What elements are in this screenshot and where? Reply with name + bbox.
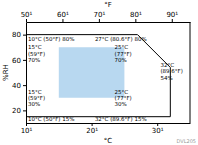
annotation: 15°C(59°F)30% xyxy=(28,89,45,108)
tick-mark xyxy=(172,19,173,22)
outer-polygon xyxy=(26,35,170,117)
tick-mark xyxy=(23,85,26,86)
tick: 70¹ xyxy=(94,11,106,22)
plot: 10¹ 20¹ 30¹ 20 40 60 80 50¹ 60¹ 70¹ 80¹ 90¹ °C °F %RH 1… xyxy=(2,1,191,145)
annotation-line: 32°C (89.6°F) 15% xyxy=(95,116,147,122)
annotation-line: (77°F) xyxy=(115,51,132,57)
annotation: 32°C(89.6°F)54% xyxy=(160,62,182,81)
tick-mark xyxy=(157,123,158,126)
tick: 20¹ xyxy=(86,123,98,135)
annotation-line: (77°F) xyxy=(115,95,132,101)
tick-label: 60 xyxy=(12,57,21,65)
tick-label: 90¹ xyxy=(166,11,178,19)
watermark: DVL205 xyxy=(176,138,196,144)
tick-mark xyxy=(23,110,26,111)
tick: 30¹ xyxy=(152,123,164,135)
axis-line xyxy=(27,123,191,124)
annotation-line: 10°C (50°F) 80% xyxy=(28,36,75,42)
annotation-line: 70% xyxy=(115,57,127,63)
tick: 60 xyxy=(12,57,26,65)
x-axis: 10¹ 20¹ 30¹ xyxy=(21,123,191,135)
annotation-line: (59°F) xyxy=(28,95,45,101)
annotation-line: 27°C (80.6°F) 80% xyxy=(95,36,147,42)
annotation-line: 30% xyxy=(115,101,127,107)
tick-mark xyxy=(135,19,136,22)
tick-label: 40 xyxy=(12,82,21,90)
tick-label: 60¹ xyxy=(57,11,69,19)
tick: 20 xyxy=(12,107,26,115)
tick: 50¹ xyxy=(21,11,33,22)
tick-mark xyxy=(23,60,26,61)
axis-line xyxy=(27,22,191,23)
tick-mark xyxy=(26,19,27,22)
annotation: 25°C(77°F)30% xyxy=(115,89,132,108)
tick-mark xyxy=(62,19,63,22)
annotation: 25°C(77°F)70% xyxy=(115,44,132,63)
y-label: %RH xyxy=(2,64,10,81)
annotation: 15°C(59°F)70% xyxy=(28,44,45,63)
annotation: 32°C (89.6°F) 15% xyxy=(95,116,147,122)
annotation-line: (59°F) xyxy=(28,51,45,57)
x-label: °C xyxy=(104,137,113,145)
annotation-line: 10°C (50°F) 15% xyxy=(28,116,75,122)
annotation-line: 32°C xyxy=(160,62,174,68)
x2-label: °F xyxy=(104,1,112,9)
tick-label: 20 xyxy=(12,107,21,115)
tick: 80¹ xyxy=(130,11,142,22)
tick: 60¹ xyxy=(57,11,69,22)
tick-label: 20¹ xyxy=(86,127,98,135)
axis-line xyxy=(26,23,27,124)
x2-axis: 50¹ 60¹ 70¹ 80¹ 90¹ xyxy=(21,11,191,23)
tick-label: 30¹ xyxy=(152,127,164,135)
tick: 90¹ xyxy=(166,11,178,22)
y-axis: 20 40 60 80 xyxy=(12,23,26,124)
tick-mark xyxy=(99,19,100,22)
annotations: 10°C (50°F) 80%27°C (80.6°F) 80%15°C(59°… xyxy=(28,36,183,123)
tick-label: 10¹ xyxy=(21,127,33,135)
tick: 40 xyxy=(12,82,26,90)
marks xyxy=(26,35,170,117)
annotation: 27°C (80.6°F) 80% xyxy=(95,36,147,42)
annotation-line: 25°C xyxy=(115,89,129,95)
annotation-line: 25°C xyxy=(115,44,129,50)
annotation-line: 30% xyxy=(28,101,40,107)
tick-label: 80 xyxy=(12,31,21,39)
tick-mark xyxy=(92,123,93,126)
tick-label: 80¹ xyxy=(130,11,142,19)
annotation: 10°C (50°F) 15% xyxy=(28,116,75,122)
chart: 10¹ 20¹ 30¹ 20 40 60 80 50¹ 60¹ 70¹ 80¹ 90¹ °C °F %RH 1… xyxy=(0,0,198,145)
tick: 10¹ xyxy=(21,123,33,135)
annotation-line: (89.6°F) xyxy=(160,68,182,74)
annotation-line: 15°C xyxy=(28,89,42,95)
annotation-line: 54% xyxy=(160,75,172,81)
frame xyxy=(190,22,191,123)
tick: 80 xyxy=(12,31,26,39)
annotation: 10°C (50°F) 80% xyxy=(28,36,75,42)
tick-label: 50¹ xyxy=(21,11,33,19)
annotation-line: 70% xyxy=(28,57,40,63)
tick-label: 70¹ xyxy=(94,11,106,19)
annotation-line: 15°C xyxy=(28,44,42,50)
tick-mark xyxy=(23,35,26,36)
